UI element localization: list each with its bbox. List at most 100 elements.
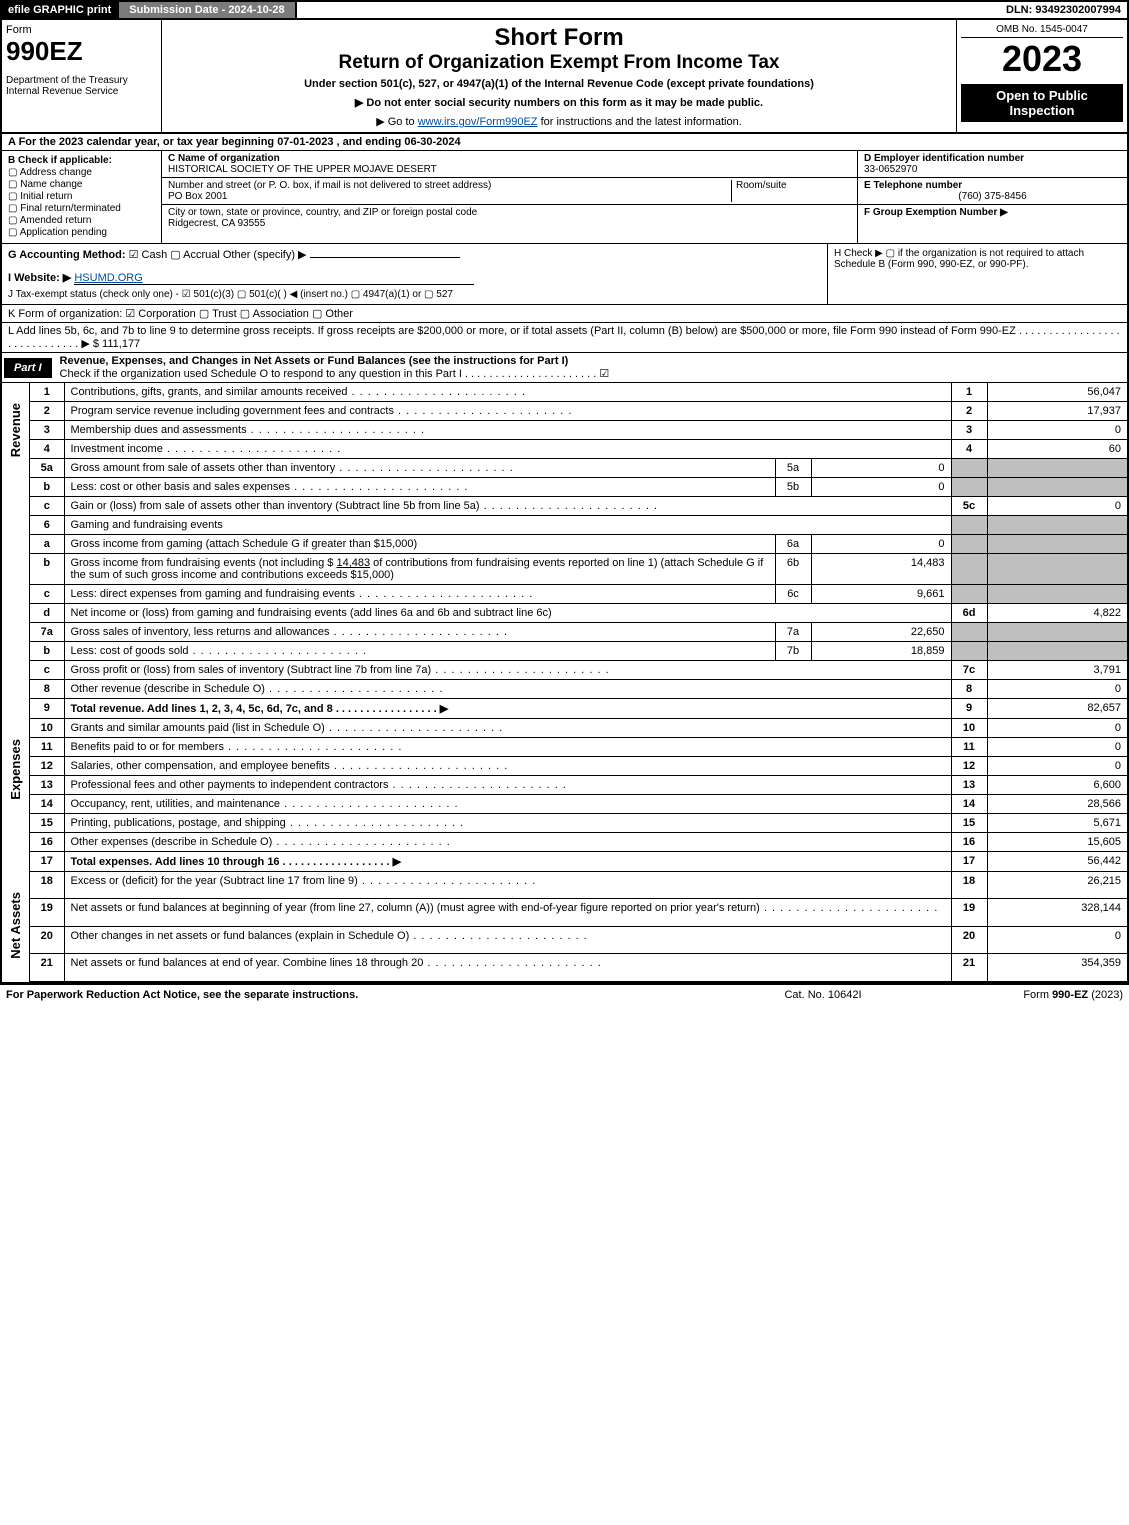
chk-cash[interactable]: ☑ Cash	[129, 249, 168, 261]
note-link-row: ▶ Go to www.irs.gov/Form990EZ for instru…	[170, 115, 948, 128]
e-phone: E Telephone number (760) 375-8456	[858, 178, 1127, 205]
irs-link[interactable]: www.irs.gov/Form990EZ	[418, 116, 538, 128]
d-label: D Employer identification number	[864, 153, 1024, 164]
table-row: bLess: cost of goods sold7b18,859	[30, 642, 1127, 661]
i-label: I Website: ▶	[8, 272, 71, 284]
revenue-table: 1Contributions, gifts, grants, and simil…	[30, 383, 1127, 719]
row-g-h: G Accounting Method: ☑ Cash ▢ Accrual Ot…	[0, 244, 1129, 305]
e-label: E Telephone number	[864, 180, 962, 191]
expenses-table: 10Grants and similar amounts paid (list …	[30, 719, 1127, 872]
table-row: 21Net assets or fund balances at end of …	[30, 954, 1127, 982]
header-left: Form 990EZ Department of the Treasury In…	[2, 20, 162, 132]
table-row: 9Total revenue. Add lines 1, 2, 3, 4, 5c…	[30, 699, 1127, 719]
netassets-table: 18Excess or (deficit) for the year (Subt…	[30, 872, 1127, 982]
footer: For Paperwork Reduction Act Notice, see …	[0, 984, 1129, 1005]
submission-date: Submission Date - 2024-10-28	[119, 2, 296, 18]
col-def: D Employer identification number 33-0652…	[857, 151, 1127, 243]
table-row: aGross income from gaming (attach Schedu…	[30, 535, 1127, 554]
header-right: OMB No. 1545-0047 2023 Open to Public In…	[957, 20, 1127, 132]
omb-number: OMB No. 1545-0047	[961, 24, 1123, 38]
l-value: 111,177	[102, 338, 140, 350]
d-ein: D Employer identification number 33-0652…	[858, 151, 1127, 178]
chk-address-change[interactable]: ▢ Address change	[8, 167, 155, 178]
addr-value: PO Box 2001	[168, 191, 227, 202]
table-row: 1Contributions, gifts, grants, and simil…	[30, 383, 1127, 402]
side-revenue: Revenue	[2, 383, 30, 719]
form-label: Form	[6, 24, 157, 36]
row-a-period: A For the 2023 calendar year, or tax yea…	[0, 134, 1129, 151]
addr-label: Number and street (or P. O. box, if mail…	[168, 180, 491, 191]
table-row: cGain or (loss) from sale of assets othe…	[30, 497, 1127, 516]
footer-catno: Cat. No. 10642I	[723, 989, 923, 1001]
table-row: 3Membership dues and assessments30	[30, 421, 1127, 440]
phone-value: (760) 375-8456	[864, 191, 1121, 202]
table-row: cGross profit or (loss) from sales of in…	[30, 661, 1127, 680]
footer-notice: For Paperwork Reduction Act Notice, see …	[6, 989, 723, 1001]
table-row: 15Printing, publications, postage, and s…	[30, 814, 1127, 833]
form-header: Form 990EZ Department of the Treasury In…	[0, 20, 1129, 134]
dln: DLN: 93492302007994	[1000, 2, 1127, 18]
table-row: 2Program service revenue including gover…	[30, 402, 1127, 421]
chk-application-pending[interactable]: ▢ Application pending	[8, 227, 155, 238]
table-row: 17Total expenses. Add lines 10 through 1…	[30, 852, 1127, 872]
header-center: Short Form Return of Organization Exempt…	[162, 20, 957, 132]
table-row: 20Other changes in net assets or fund ba…	[30, 926, 1127, 953]
part1-badge: Part I	[4, 358, 52, 378]
table-row: bLess: cost or other basis and sales exp…	[30, 478, 1127, 497]
g-label: G Accounting Method:	[8, 249, 126, 261]
tax-year: 2023	[961, 38, 1123, 80]
i-website-row: I Website: ▶ HSUMD.ORG	[8, 271, 821, 285]
chk-name-change[interactable]: ▢ Name change	[8, 179, 155, 190]
chk-accrual[interactable]: ▢ Accrual	[170, 249, 220, 261]
table-row: 19Net assets or fund balances at beginni…	[30, 899, 1127, 926]
part1-title: Revenue, Expenses, and Changes in Net As…	[60, 355, 569, 367]
city-value: Ridgecrest, CA 93555	[168, 218, 265, 229]
section-bcdef: B Check if applicable: ▢ Address change …	[0, 151, 1129, 244]
city-label: City or town, state or province, country…	[168, 207, 477, 218]
f-group: F Group Exemption Number ▶	[858, 205, 1127, 220]
dept-treasury: Department of the Treasury Internal Reve…	[6, 75, 157, 97]
part1-title-row: Revenue, Expenses, and Changes in Net As…	[54, 353, 1127, 382]
chk-initial-return[interactable]: ▢ Initial return	[8, 191, 155, 202]
table-row: dNet income or (loss) from gaming and fu…	[30, 604, 1127, 623]
footer-form: Form 990-EZ (2023)	[923, 989, 1123, 1001]
table-row: bGross income from fundraising events (n…	[30, 554, 1127, 585]
f-label: F Group Exemption Number ▶	[864, 207, 1008, 218]
side-netassets: Net Assets	[2, 872, 30, 982]
l-row: L Add lines 5b, 6c, and 7b to line 9 to …	[0, 323, 1129, 353]
topbar: efile GRAPHIC print Submission Date - 20…	[0, 0, 1129, 20]
inspection-badge: Open to Public Inspection	[961, 84, 1123, 122]
j-tax-exempt: J Tax-exempt status (check only one) - ☑…	[8, 289, 821, 300]
table-row: 14Occupancy, rent, utilities, and mainte…	[30, 795, 1127, 814]
subtitle: Under section 501(c), 527, or 4947(a)(1)…	[170, 78, 948, 90]
h-box: H Check ▶ ▢ if the organization is not r…	[827, 244, 1127, 304]
b-label: B Check if applicable:	[8, 155, 112, 166]
netassets-section: Net Assets 18Excess or (deficit) for the…	[0, 872, 1129, 984]
table-row: 8Other revenue (describe in Schedule O)8…	[30, 680, 1127, 699]
table-row: 6Gaming and fundraising events	[30, 516, 1127, 535]
c-name-label: C Name of organization	[168, 153, 280, 164]
side-expenses: Expenses	[2, 719, 30, 872]
efile-print-button[interactable]: efile GRAPHIC print	[2, 2, 119, 18]
org-name-row: C Name of organization HISTORICAL SOCIET…	[162, 151, 857, 178]
website-link[interactable]: HSUMD.ORG	[74, 272, 474, 285]
k-row: K Form of organization: ☑ Corporation ▢ …	[0, 305, 1129, 323]
room-suite-label: Room/suite	[731, 180, 851, 202]
chk-amended-return[interactable]: ▢ Amended return	[8, 215, 155, 226]
ein-value: 33-0652970	[864, 164, 917, 175]
table-row: 16Other expenses (describe in Schedule O…	[30, 833, 1127, 852]
org-name: HISTORICAL SOCIETY OF THE UPPER MOJAVE D…	[168, 164, 437, 175]
table-row: 12Salaries, other compensation, and empl…	[30, 757, 1127, 776]
part1-header: Part I Revenue, Expenses, and Changes in…	[0, 353, 1129, 383]
chk-other-method[interactable]: Other (specify) ▶	[223, 249, 307, 261]
col-b: B Check if applicable: ▢ Address change …	[2, 151, 162, 243]
table-row: 13Professional fees and other payments t…	[30, 776, 1127, 795]
table-row: cLess: direct expenses from gaming and f…	[30, 585, 1127, 604]
form-number: 990EZ	[6, 36, 83, 66]
note-ssn: ▶ Do not enter social security numbers o…	[170, 96, 948, 109]
addr-row: Number and street (or P. O. box, if mail…	[162, 178, 857, 205]
part1-check: Check if the organization used Schedule …	[60, 368, 610, 380]
chk-final-return[interactable]: ▢ Final return/terminated	[8, 203, 155, 214]
table-row: 7aGross sales of inventory, less returns…	[30, 623, 1127, 642]
expenses-section: Expenses 10Grants and similar amounts pa…	[0, 719, 1129, 872]
